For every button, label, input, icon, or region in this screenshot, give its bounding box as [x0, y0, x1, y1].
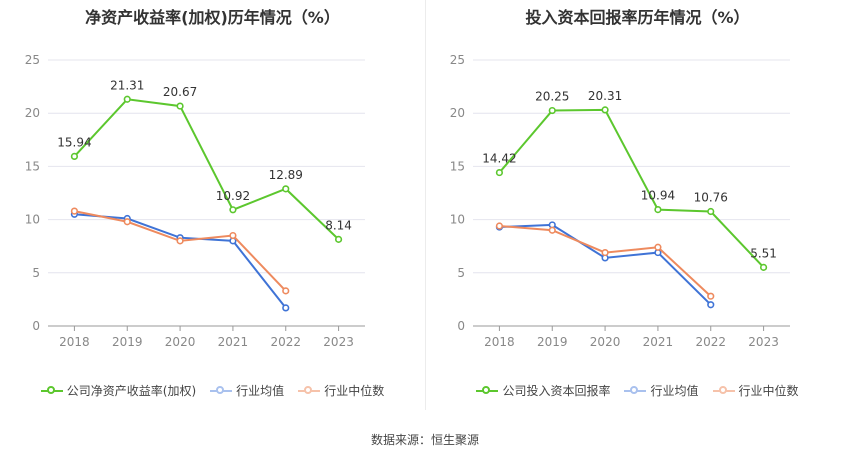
- y-tick-label: 0: [32, 319, 40, 333]
- x-tick-label: 2019: [112, 335, 143, 349]
- data-point: [548, 106, 556, 115]
- chart-panel-roe: 净资产收益率(加权)历年情况（%） 0 5 10 15 20 25 2018 2019 2020…: [0, 0, 425, 420]
- y-tick-label: 5: [32, 266, 40, 280]
- data-point: [495, 222, 504, 230]
- chart-panel-roic: 投入资本回报率历年情况（%） 0 5 10 15 20 25 2018 2019 2020 202…: [425, 0, 850, 420]
- data-label: 12.89: [269, 168, 303, 182]
- data-point: [654, 243, 662, 251]
- data-point: [707, 301, 715, 309]
- legend-item-industry-mean[interactable]: 行业均值: [624, 382, 699, 399]
- legend-label: 行业均值: [650, 384, 699, 398]
- chart-legend: 公司净资产收益率(加权) 行业均值 行业中位数: [0, 382, 425, 399]
- data-point: [654, 205, 662, 214]
- data-point: [282, 185, 290, 193]
- data-point: [70, 207, 79, 215]
- y-tick-label: 20: [450, 106, 465, 120]
- x-tick-label: 2018: [484, 335, 515, 349]
- series-line: [74, 213, 287, 309]
- legend-marker-icon: [476, 385, 499, 397]
- legend-item-industry-median[interactable]: 行业中位数: [712, 382, 799, 399]
- series-line: [74, 210, 287, 292]
- chart-title: 投入资本回报率历年情况（%）: [525, 8, 750, 27]
- data-point: [759, 263, 768, 271]
- x-tick-label: 2021: [218, 335, 249, 349]
- data-point: [229, 231, 237, 240]
- legend-item-company[interactable]: 公司投入资本回报率: [476, 382, 610, 399]
- data-point: [601, 248, 609, 257]
- legend-item-industry-median[interactable]: 行业中位数: [298, 382, 384, 399]
- data-point: [123, 95, 131, 103]
- y-tick-label: 25: [25, 53, 40, 67]
- chart-legend: 公司投入资本回报率 行业均值 行业中位数: [425, 382, 850, 399]
- x-tick-label: 2023: [323, 335, 354, 349]
- series-line: [499, 223, 712, 306]
- x-tick-label: 2020: [590, 335, 621, 349]
- legend-item-company[interactable]: 公司净资产收益率(加权): [40, 382, 197, 399]
- x-tick-label: 2019: [537, 335, 568, 349]
- data-label: 5.51: [750, 246, 777, 260]
- series-line: [73, 98, 340, 241]
- data-label: 20.25: [535, 90, 569, 104]
- data-point: [123, 218, 131, 226]
- x-tick-label: 2021: [643, 335, 674, 349]
- legend-label: 行业均值: [236, 384, 285, 398]
- chart-plot-roe: 0 5 10 15 20 25 2018 2019 2020 2021 2022 2023 15.94 2…: [25, 53, 365, 349]
- legend-marker-icon: [712, 385, 735, 397]
- legend-marker-icon: [210, 385, 233, 397]
- x-tick-label: 2020: [165, 335, 196, 349]
- data-label: 21.31: [110, 78, 144, 92]
- x-tick-label: 2022: [270, 335, 301, 349]
- y-tick-label: 15: [25, 159, 40, 173]
- legend-marker-icon: [40, 385, 63, 397]
- data-label: 10.76: [694, 191, 728, 205]
- panel-divider: [425, 0, 426, 410]
- x-tick-label: 2023: [748, 335, 779, 349]
- data-point: [176, 102, 184, 110]
- x-tick-label: 2022: [695, 335, 726, 349]
- legend-label: 行业中位数: [324, 384, 385, 398]
- y-tick-label: 0: [457, 319, 465, 333]
- y-tick-label: 15: [450, 159, 465, 173]
- y-tick-label: 10: [25, 213, 40, 227]
- x-tick-label: 2018: [59, 335, 90, 349]
- y-tick-label: 25: [450, 53, 465, 67]
- chart-plot-roic: 0 5 10 15 20 25 2018 2019 2020 2021 2022 2023 14.42 2…: [450, 53, 790, 349]
- chart-title: 净资产收益率(加权)历年情况（%）: [85, 8, 340, 27]
- data-point: [548, 226, 556, 234]
- data-label: 14.42: [482, 152, 516, 166]
- legend-label: 公司投入资本回报率: [502, 384, 611, 398]
- data-point: [229, 206, 237, 214]
- data-point: [601, 106, 609, 114]
- data-point: [176, 237, 184, 245]
- data-label: 20.67: [163, 85, 197, 99]
- y-tick-label: 10: [450, 213, 465, 227]
- legend-label: 公司净资产收益率(加权): [66, 384, 197, 398]
- y-tick-label: 5: [457, 266, 465, 280]
- data-label: 15.94: [57, 135, 91, 149]
- legend-marker-icon: [298, 385, 321, 397]
- data-point: [707, 292, 715, 300]
- data-label: 20.31: [588, 89, 622, 103]
- y-tick-label: 20: [25, 106, 40, 120]
- data-label: 8.14: [325, 218, 352, 232]
- legend-label: 行业中位数: [738, 384, 799, 398]
- data-label: 10.94: [641, 189, 675, 203]
- data-source-note: 数据来源：恒生聚源: [370, 433, 479, 447]
- data-label: 10.92: [216, 189, 250, 203]
- data-point: [334, 235, 343, 243]
- data-point: [707, 207, 715, 216]
- legend-item-industry-mean[interactable]: 行业均值: [210, 382, 284, 399]
- series-line: [498, 108, 765, 269]
- data-point: [495, 168, 504, 177]
- data-point: [282, 287, 290, 295]
- data-point: [282, 304, 290, 312]
- data-point: [70, 152, 79, 160]
- legend-marker-icon: [624, 385, 647, 397]
